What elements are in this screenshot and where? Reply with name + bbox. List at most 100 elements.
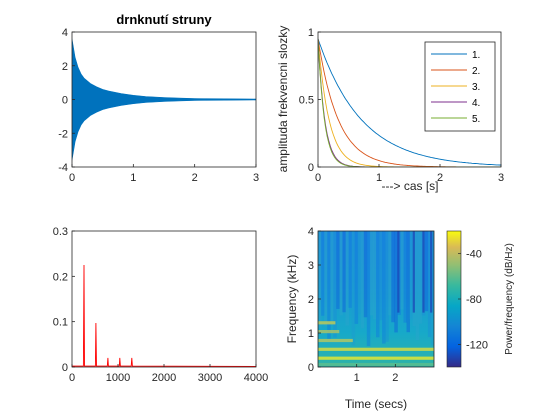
spectrogram-column: [339, 231, 343, 316]
spectrogram-column: [345, 231, 349, 326]
colorbar-label: Power/frequency (dB/Hz): [504, 243, 515, 355]
harmonic-band: [318, 347, 434, 351]
y-axis-label: Frequency (kHz): [285, 255, 299, 344]
x-tick-label: 0: [69, 372, 75, 384]
waveform-series: [72, 38, 256, 161]
spectrogram-column: [336, 231, 340, 309]
y-tick-label: 0: [308, 362, 314, 374]
plot-harmonic-amplitudes: 0 1 2 3 0 0.5 1 ---> cas [s] amplituda frekven…: [276, 26, 504, 193]
harmonic-band: [318, 356, 434, 360]
legend-entry: 4.: [472, 98, 480, 109]
legend-entry: 1.: [472, 50, 480, 61]
spectrogram-column: [318, 231, 322, 329]
spectrogram-column: [369, 231, 374, 316]
spectrogram-column: [424, 231, 429, 312]
y-tick-label: 0: [62, 362, 68, 374]
plot-string-pluck: drnknutí struny 0 1 2 3 -4 -2 0 2 4: [58, 12, 259, 184]
series-line: [318, 38, 501, 166]
spectrogram-column: [391, 231, 395, 323]
x-tick-label: 2000: [152, 372, 176, 384]
y-tick-label: 4: [62, 27, 68, 39]
y-tick-label: 1: [308, 27, 314, 39]
x-tick-label: 3: [253, 172, 259, 184]
spectrogram-column: [324, 231, 328, 327]
x-tick-label: 1000: [106, 372, 130, 384]
spectrogram-column: [327, 231, 331, 342]
harmonic-band: [318, 321, 336, 325]
x-tick-label: 2: [392, 372, 398, 384]
y-tick-label: 0.3: [53, 226, 68, 238]
y-axis-label: amplituda frekvencni slozky: [276, 26, 290, 173]
y-tick-label: 4: [308, 226, 314, 238]
y-tick-label: 2: [308, 294, 314, 306]
spectrogram-column: [321, 231, 325, 316]
legend: 1. 2. 3. 4. 5.: [424, 41, 496, 132]
y-tick-label: 0.2: [53, 271, 68, 283]
y-tick-label: -2: [58, 128, 68, 140]
spectrogram-column: [354, 231, 359, 324]
spectrogram-column: [363, 231, 368, 318]
y-tick-label: 0: [62, 95, 68, 107]
spectrogram-column: [430, 231, 434, 346]
harmonic-band: [318, 330, 340, 334]
plot-title: drnknutí struny: [116, 12, 212, 27]
y-tick-label: -4: [58, 162, 68, 174]
plot-axes-box: [71, 230, 257, 368]
spectrogram-column: [415, 231, 420, 341]
x-tick-label: 1: [376, 172, 382, 184]
x-tick-label: 2: [192, 172, 198, 184]
spectrogram-column: [382, 231, 386, 344]
x-tick-label: 0: [315, 172, 321, 184]
spectrogram-column: [397, 231, 400, 313]
series-line: [318, 38, 501, 167]
spectrogram-column: [388, 231, 392, 316]
colorbar-tick-label: -40: [466, 249, 482, 261]
spectrogram-column: [379, 231, 383, 321]
x-tick-label: 4000: [244, 372, 268, 384]
x-tick-label: 3000: [198, 372, 222, 384]
colorbar-tick-label: -120: [466, 339, 488, 351]
harmonic-band: [318, 338, 353, 343]
x-tick-label: 1: [130, 172, 136, 184]
x-tick-label: 3: [498, 172, 504, 184]
spectrogram-column: [403, 231, 407, 323]
y-tick-label: 0.5: [299, 95, 314, 107]
x-axis-label: ---> cas [s]: [381, 179, 438, 193]
y-tick-label: 3: [308, 260, 314, 272]
spectrogram-column: [333, 231, 337, 338]
spectrogram-column: [385, 231, 389, 342]
y-tick-label: 2: [62, 61, 68, 73]
spectrogram-column: [342, 231, 346, 313]
x-tick-label: 1: [354, 372, 360, 384]
x-tick-label: 0: [69, 172, 75, 184]
x-tick-label: 2: [437, 172, 443, 184]
spectrogram-column: [422, 231, 425, 313]
spectrogram-column: [418, 231, 423, 324]
colorbar-tick-label: -80: [466, 294, 482, 306]
plot-spectrogram: 1 2 0 1 2 3 4 Time (secs) Frequency (kHz) -40 -…: [285, 226, 515, 411]
harmonic-band: [318, 362, 434, 366]
spectrogram-column: [360, 231, 365, 329]
spectrogram-column: [366, 231, 371, 347]
spectrum-line: [72, 264, 256, 367]
spectrogram-column: [400, 231, 404, 310]
spectrogram-column: [351, 231, 356, 346]
x-axis-label: Time (secs): [345, 397, 407, 411]
spectrogram-column: [406, 231, 410, 333]
spectrogram-column: [376, 231, 380, 338]
legend-entry: 3.: [472, 82, 480, 93]
spectrogram-column: [394, 231, 398, 333]
y-tick-label: 1: [308, 328, 314, 340]
spectrogram-column: [372, 231, 377, 320]
y-tick-label: 0: [308, 162, 314, 174]
legend-entry: 2.: [472, 66, 480, 77]
legend-entry: 5.: [472, 114, 480, 125]
spectrogram-column: [330, 231, 334, 323]
y-tick-label: 0.1: [53, 317, 68, 329]
spectrogram-column: [348, 231, 352, 308]
spectrogram-column: [409, 231, 414, 320]
spectrogram-column: [357, 231, 362, 314]
plot-spectrum: 0 1000 2000 3000 4000 0 0.1 0.2 0.3: [53, 226, 269, 384]
spectrogram-column: [412, 231, 415, 313]
